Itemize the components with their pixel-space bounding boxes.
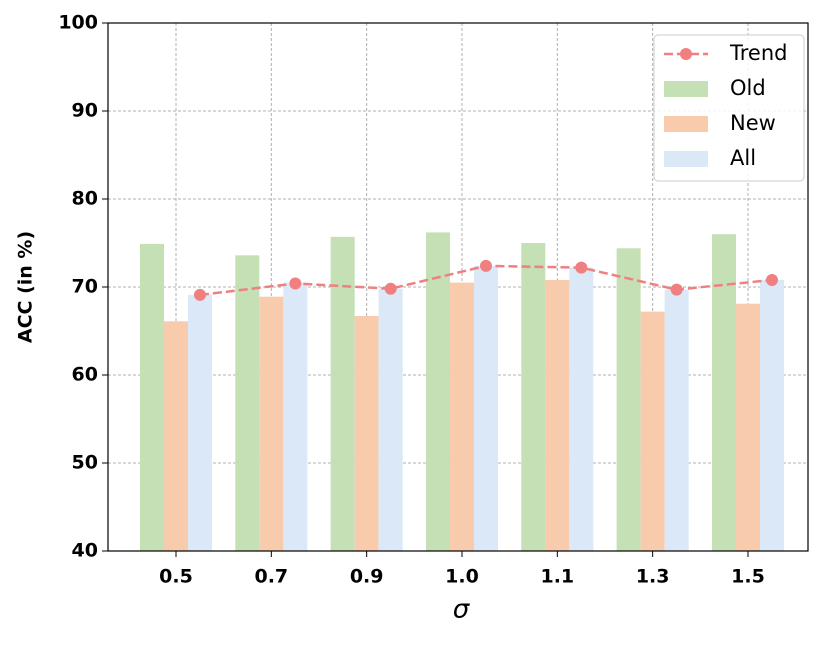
x-tick-label: 0.5 <box>159 566 193 588</box>
trend-point <box>384 282 397 295</box>
legend-label: Trend <box>729 41 787 65</box>
trend-point <box>289 277 302 290</box>
bar <box>569 267 594 551</box>
bar <box>378 288 403 551</box>
bar <box>545 279 570 551</box>
y-tick-label: 40 <box>72 540 98 562</box>
legend-label: All <box>730 146 756 170</box>
bar <box>330 236 355 551</box>
y-tick-label: 90 <box>72 100 98 122</box>
bar <box>521 243 546 551</box>
legend-swatch <box>664 81 708 97</box>
trend-point <box>575 261 588 274</box>
bar <box>616 248 641 551</box>
bar <box>164 321 188 551</box>
legend-swatch <box>664 116 708 132</box>
legend-swatch <box>664 151 708 167</box>
legend-swatch <box>680 48 692 60</box>
bar <box>735 303 760 551</box>
x-axis-label: σ <box>453 595 471 625</box>
legend-label: New <box>730 111 776 135</box>
bar <box>664 289 689 551</box>
bar <box>473 265 498 551</box>
x-tick-label: 1.1 <box>540 566 574 588</box>
trend-point <box>194 288 206 301</box>
y-tick-label: 60 <box>72 364 98 386</box>
bar <box>188 294 212 551</box>
y-tick-label: 100 <box>58 12 98 34</box>
bar <box>259 296 284 551</box>
legend: Trend Old New All <box>653 34 805 182</box>
bar <box>283 282 308 551</box>
trend-point <box>670 283 683 296</box>
x-tick-label: 1.5 <box>731 566 765 588</box>
bar <box>711 234 736 551</box>
bar <box>425 232 450 551</box>
bar <box>449 282 474 551</box>
bar <box>140 243 164 551</box>
trend-point <box>479 259 492 272</box>
bar <box>640 311 665 551</box>
trend-point <box>765 273 778 286</box>
y-axis-label: ACC (in %) <box>15 231 37 343</box>
bar <box>235 255 260 551</box>
y-tick-label: 50 <box>72 452 98 474</box>
bar <box>759 279 784 551</box>
x-tick-label: 0.7 <box>254 566 288 588</box>
x-tick-label: 1.0 <box>445 566 479 588</box>
legend-box <box>653 34 805 182</box>
x-tick-label: 1.3 <box>636 566 670 588</box>
legend-label: Old <box>730 76 766 100</box>
y-tick-label: 80 <box>72 188 98 210</box>
x-tick-label: 0.9 <box>350 566 384 588</box>
marks <box>140 232 784 551</box>
bar <box>354 316 379 551</box>
y-tick-label: 70 <box>72 276 98 298</box>
